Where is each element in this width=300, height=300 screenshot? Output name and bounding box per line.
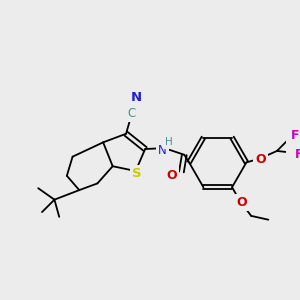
Text: O: O — [167, 169, 177, 182]
Text: C: C — [128, 107, 136, 120]
Text: H: H — [165, 137, 173, 147]
Text: O: O — [236, 196, 247, 209]
Text: N: N — [131, 91, 142, 104]
Text: F: F — [295, 148, 300, 161]
Text: O: O — [255, 153, 266, 166]
Text: N: N — [158, 145, 167, 158]
Text: F: F — [291, 129, 299, 142]
Text: S: S — [132, 167, 141, 180]
